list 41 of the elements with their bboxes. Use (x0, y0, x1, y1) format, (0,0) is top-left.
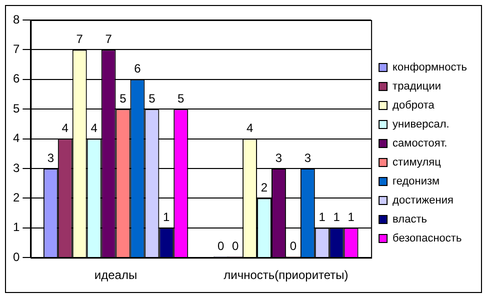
y-tick-label: 5 (12, 101, 20, 116)
data-label: 4 (90, 121, 98, 136)
x-tick-label: личность(приоритеты) (224, 268, 348, 282)
legend-label: конформность (392, 62, 468, 74)
data-label: 0 (290, 238, 297, 253)
x-tick-label: идеалы (94, 268, 138, 282)
data-label: 4 (62, 121, 69, 136)
y-tick-label: 4 (12, 131, 20, 146)
legend-label: универсал. (392, 118, 450, 131)
data-label: 1 (333, 210, 340, 224)
data-label: 1 (163, 210, 170, 224)
data-label: 0 (232, 238, 239, 253)
data-label: 3 (47, 150, 54, 165)
legend-label: традиции (392, 80, 441, 93)
legend-label: доброта (392, 100, 436, 112)
data-label: 5 (148, 91, 156, 106)
data-label: 5 (178, 91, 185, 106)
legend-label: гедонизм (392, 176, 440, 188)
y-tick-label: 3 (12, 160, 20, 175)
legend-label: достижения (392, 194, 454, 207)
data-label: 1 (318, 210, 326, 224)
legend-label: безопасность (392, 232, 462, 245)
y-tick-label: 8 (12, 12, 20, 26)
data-label: 0 (218, 238, 225, 253)
y-tick-label: 6 (12, 72, 20, 86)
legend-label: власть (392, 214, 428, 226)
y-tick-label: 0 (12, 250, 20, 264)
data-label: 3 (304, 150, 312, 165)
y-tick-label: 1 (12, 220, 20, 234)
data-label: 1 (348, 210, 355, 224)
y-tick-label: 7 (12, 42, 20, 56)
data-label: 7 (76, 32, 84, 46)
y-tick-label: 2 (12, 190, 20, 205)
data-label: 7 (105, 32, 112, 46)
data-label: 4 (246, 121, 254, 136)
data-label: 5 (120, 91, 127, 106)
data-label: 3 (275, 150, 282, 165)
legend-label: самостоят. (392, 138, 448, 150)
data-label: 2 (260, 180, 268, 195)
data-label: 6 (134, 62, 142, 76)
legend-label: стимуляц (392, 156, 442, 169)
